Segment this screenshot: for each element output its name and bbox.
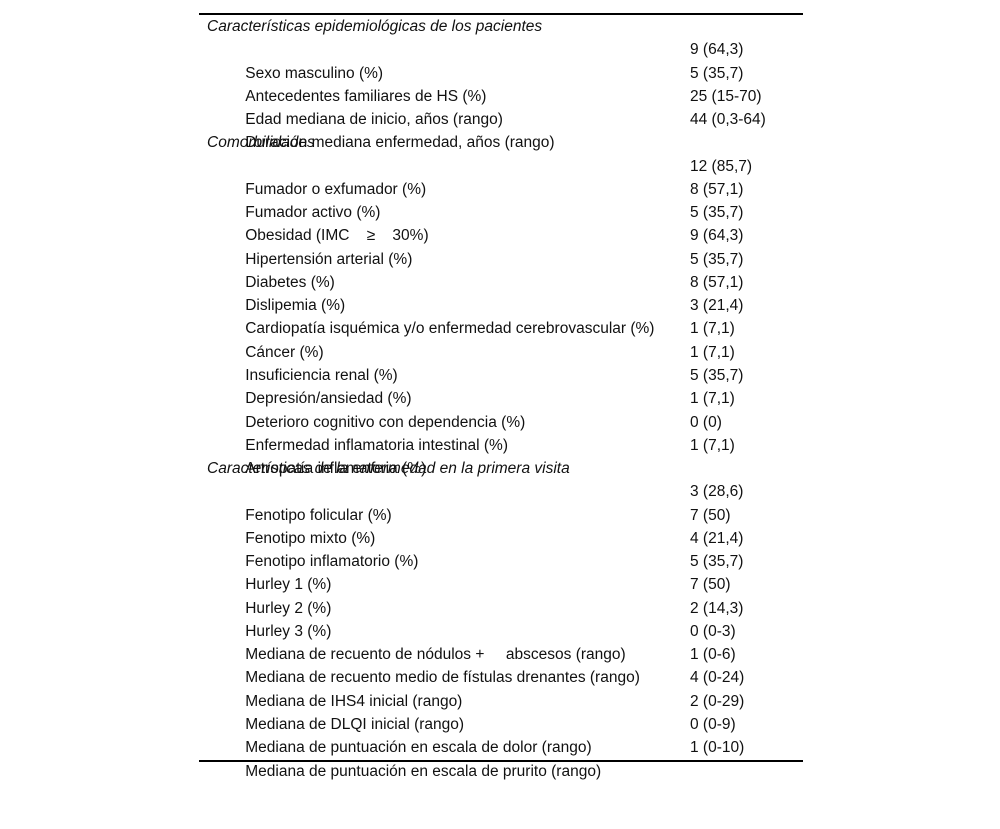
- row-label: Edad mediana de inicio, años (rango): [245, 111, 503, 129]
- table-row: Fumador o exfumador (%) 12 (85,7): [199, 155, 803, 198]
- row-label: Sexo masculino (%): [245, 64, 384, 82]
- row-label: Hurley 2 (%): [245, 599, 332, 617]
- row-label: Obesidad (IMC ≥ 30%): [245, 227, 429, 245]
- table-row: Insuficiencia renal (%) 1 (7,1): [199, 341, 803, 384]
- row-value: 4 (0-24): [690, 669, 745, 687]
- table-row: Cáncer (%) 1 (7,1): [199, 317, 803, 360]
- row-value: 44 (0,3-64): [690, 111, 766, 129]
- table-row: Depresión/ansiedad (%) 5 (35,7): [199, 364, 803, 407]
- row-label: Depresión/ansiedad (%): [245, 390, 412, 408]
- row-value: 1 (0-10): [690, 739, 745, 757]
- table-row: Mediana de recuento de nódulos + absceso…: [199, 620, 803, 663]
- row-value: 12 (85,7): [690, 157, 753, 175]
- row-value: 1 (0-6): [690, 646, 736, 664]
- row-value: 0 (0-3): [690, 622, 736, 640]
- row-value: 2 (14,3): [690, 599, 744, 617]
- table-row: Mediana de puntuación en escala de pruri…: [199, 736, 803, 779]
- row-value: 5 (35,7): [690, 64, 744, 82]
- row-label: Fumador activo (%): [245, 204, 381, 222]
- row-label: Duración mediana enfermedad, años (rango…: [245, 134, 555, 152]
- table-row: Mediana de IHS4 inicial (rango) 4 (0-24): [199, 666, 803, 709]
- table-section: Comorbilidades Fumador o exfumador (%) 1…: [199, 131, 803, 477]
- row-label: Deterioro cognitivo con dependencia (%): [245, 413, 526, 431]
- row-label: Fumador o exfumador (%): [245, 180, 427, 198]
- row-label: Artropatía inflamatoria (%): [245, 460, 427, 478]
- table-section: Características epidemiológicas de los p…: [199, 15, 803, 151]
- patient-characteristics-table: Características epidemiológicas de los p…: [199, 13, 803, 780]
- row-label: Fenotipo mixto (%): [245, 529, 376, 547]
- row-label: Hurley 1 (%): [245, 576, 332, 594]
- row-label: Mediana de puntuación en escala de dolor…: [245, 739, 592, 757]
- row-label: Fenotipo inflamatorio (%): [245, 553, 419, 571]
- row-label: Mediana de IHS4 inicial (rango): [245, 692, 463, 710]
- row-value: 2 (0-29): [690, 692, 745, 710]
- row-value: 3 (21,4): [690, 297, 744, 315]
- table-row: Fumador activo (%) 8 (57,1): [199, 178, 803, 221]
- row-label: Mediana de recuento medio de fístulas dr…: [245, 669, 640, 687]
- table-row: Enfermedad inflamatoria intestinal (%) 0…: [199, 411, 803, 454]
- row-value: 7 (50): [690, 506, 731, 524]
- row-value: 1 (7,1): [690, 320, 735, 338]
- row-label: Fenotipo folicular (%): [245, 506, 392, 524]
- row-label: Cáncer (%): [245, 343, 324, 361]
- table-row: Deterioro cognitivo con dependencia (%) …: [199, 387, 803, 430]
- table-row: Mediana de DLQI inicial (rango) 2 (0-29): [199, 690, 803, 733]
- row-value: 0 (0): [690, 413, 722, 431]
- row-label: Cardiopatía isquémica y/o enfermedad cer…: [245, 320, 655, 338]
- table-row: Fenotipo folicular (%) 3 (28,6): [199, 480, 803, 523]
- row-value: 7 (50): [690, 576, 731, 594]
- table-row: Hurley 3 (%) 2 (14,3): [199, 597, 803, 640]
- table-body: Características epidemiológicas de los p…: [199, 15, 803, 780]
- table-section: Características de la enfermedad en la p…: [199, 457, 803, 779]
- row-value: 1 (7,1): [690, 390, 735, 408]
- table-row: Mediana de recuento medio de fístulas dr…: [199, 643, 803, 686]
- section-header: Características de la enfermedad en la p…: [207, 460, 570, 478]
- row-value: 0 (0-9): [690, 715, 736, 733]
- table-row: Hurley 2 (%) 7 (50): [199, 573, 803, 616]
- row-label: Diabetes (%): [245, 273, 335, 291]
- table-row: Diabetes (%) 5 (35,7): [199, 248, 803, 291]
- table-row: Edad mediana de inicio, años (rango) 25 …: [199, 85, 803, 128]
- row-label: Antecedentes familiares de HS (%): [245, 87, 487, 105]
- section-header: Características epidemiológicas de los p…: [207, 18, 543, 35]
- row-label: Hurley 3 (%): [245, 622, 332, 640]
- row-value: 25 (15-70): [690, 87, 762, 105]
- table-row: Mediana de puntuación en escala de dolor…: [199, 713, 803, 756]
- row-value: 9 (64,3): [690, 41, 744, 59]
- table-row: Dislipemia (%) 8 (57,1): [199, 271, 803, 314]
- row-value: 1 (7,1): [690, 436, 735, 454]
- section-rows: Fenotipo folicular (%) 3 (28,6) Fenotipo…: [199, 480, 803, 779]
- table-row: Antecedentes familiares de HS (%) 5 (35,…: [199, 62, 803, 105]
- table-row: Obesidad (IMC ≥ 30%) 5 (35,7): [199, 201, 803, 244]
- section-header: Comorbilidades: [207, 134, 315, 152]
- row-value: 5 (35,7): [690, 250, 744, 268]
- table-row: Sexo masculino (%) 9 (64,3): [199, 38, 803, 81]
- row-value: 9 (64,3): [690, 227, 744, 245]
- row-value: 5 (35,7): [690, 204, 744, 222]
- row-value: 4 (21,4): [690, 529, 744, 547]
- row-value: 5 (35,7): [690, 553, 744, 571]
- row-value: 8 (57,1): [690, 273, 744, 291]
- row-label: Mediana de DLQI inicial (rango): [245, 715, 465, 733]
- row-label: Enfermedad inflamatoria intestinal (%): [245, 436, 508, 454]
- table-row: Fenotipo inflamatorio (%) 4 (21,4): [199, 527, 803, 570]
- section-rows: Sexo masculino (%) 9 (64,3) Antecedentes…: [199, 38, 803, 151]
- row-label: Insuficiencia renal (%): [245, 367, 398, 384]
- table-row: Fenotipo mixto (%) 7 (50): [199, 504, 803, 547]
- table-row: Hurley 1 (%) 5 (35,7): [199, 550, 803, 593]
- row-value: 5 (35,7): [690, 366, 744, 384]
- row-label: Mediana de recuento de nódulos + absceso…: [245, 646, 626, 664]
- row-value: 1 (7,1): [690, 343, 735, 361]
- table-row: Duración mediana enfermedad, años (rango…: [199, 108, 803, 151]
- row-value: 8 (57,1): [690, 180, 744, 198]
- row-label: Dislipemia (%): [245, 297, 346, 315]
- row-value: 3 (28,6): [690, 483, 744, 501]
- section-rows: Fumador o exfumador (%) 12 (85,7) Fumado…: [199, 155, 803, 477]
- row-label: Hipertensión arterial (%): [245, 250, 413, 268]
- table-row: Artropatía inflamatoria (%) 1 (7,1): [199, 434, 803, 477]
- table-row: Hipertensión arterial (%) 9 (64,3): [199, 224, 803, 267]
- row-label: Mediana de puntuación en escala de pruri…: [245, 762, 602, 780]
- table-row: Cardiopatía isquémica y/o enfermedad cer…: [199, 294, 803, 337]
